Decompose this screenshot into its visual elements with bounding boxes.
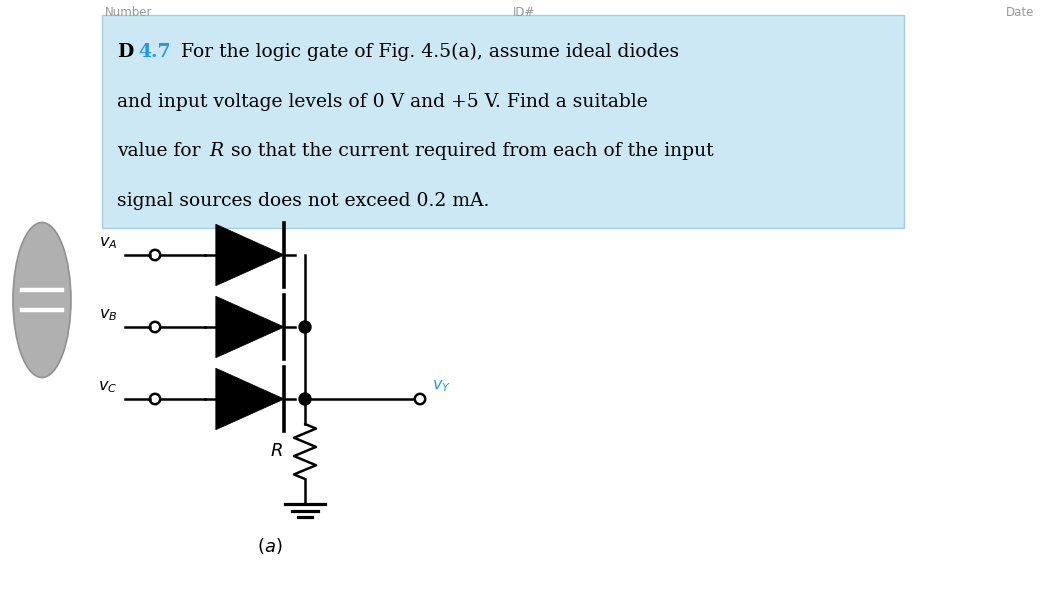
Text: ID#: ID# <box>513 6 536 19</box>
Polygon shape <box>216 224 284 286</box>
Ellipse shape <box>13 223 71 377</box>
Text: $(a)$: $(a)$ <box>257 536 283 556</box>
Text: For the logic gate of Fig. 4.5(a), assume ideal diodes: For the logic gate of Fig. 4.5(a), assum… <box>175 43 679 61</box>
Circle shape <box>299 321 311 333</box>
Text: $v_C$: $v_C$ <box>98 378 117 395</box>
FancyBboxPatch shape <box>102 15 904 228</box>
Text: R: R <box>210 142 223 160</box>
Text: $v_A$: $v_A$ <box>99 234 117 251</box>
Text: signal sources does not exceed 0.2 mA.: signal sources does not exceed 0.2 mA. <box>116 191 489 209</box>
Text: $v_B$: $v_B$ <box>99 306 117 323</box>
Text: and input voltage levels of 0 V and +5 V. Find a suitable: and input voltage levels of 0 V and +5 V… <box>116 92 647 110</box>
Text: Number: Number <box>105 6 152 19</box>
Polygon shape <box>216 296 284 358</box>
Text: 4.7: 4.7 <box>137 43 170 61</box>
Text: Date: Date <box>1006 6 1034 19</box>
Text: $v_Y$: $v_Y$ <box>432 377 451 394</box>
Polygon shape <box>216 368 284 430</box>
Text: $R$: $R$ <box>271 442 283 461</box>
Circle shape <box>299 393 311 405</box>
Text: D: D <box>116 43 133 61</box>
Text: so that the current required from each of the input: so that the current required from each o… <box>224 142 713 160</box>
Text: value for: value for <box>116 142 207 160</box>
